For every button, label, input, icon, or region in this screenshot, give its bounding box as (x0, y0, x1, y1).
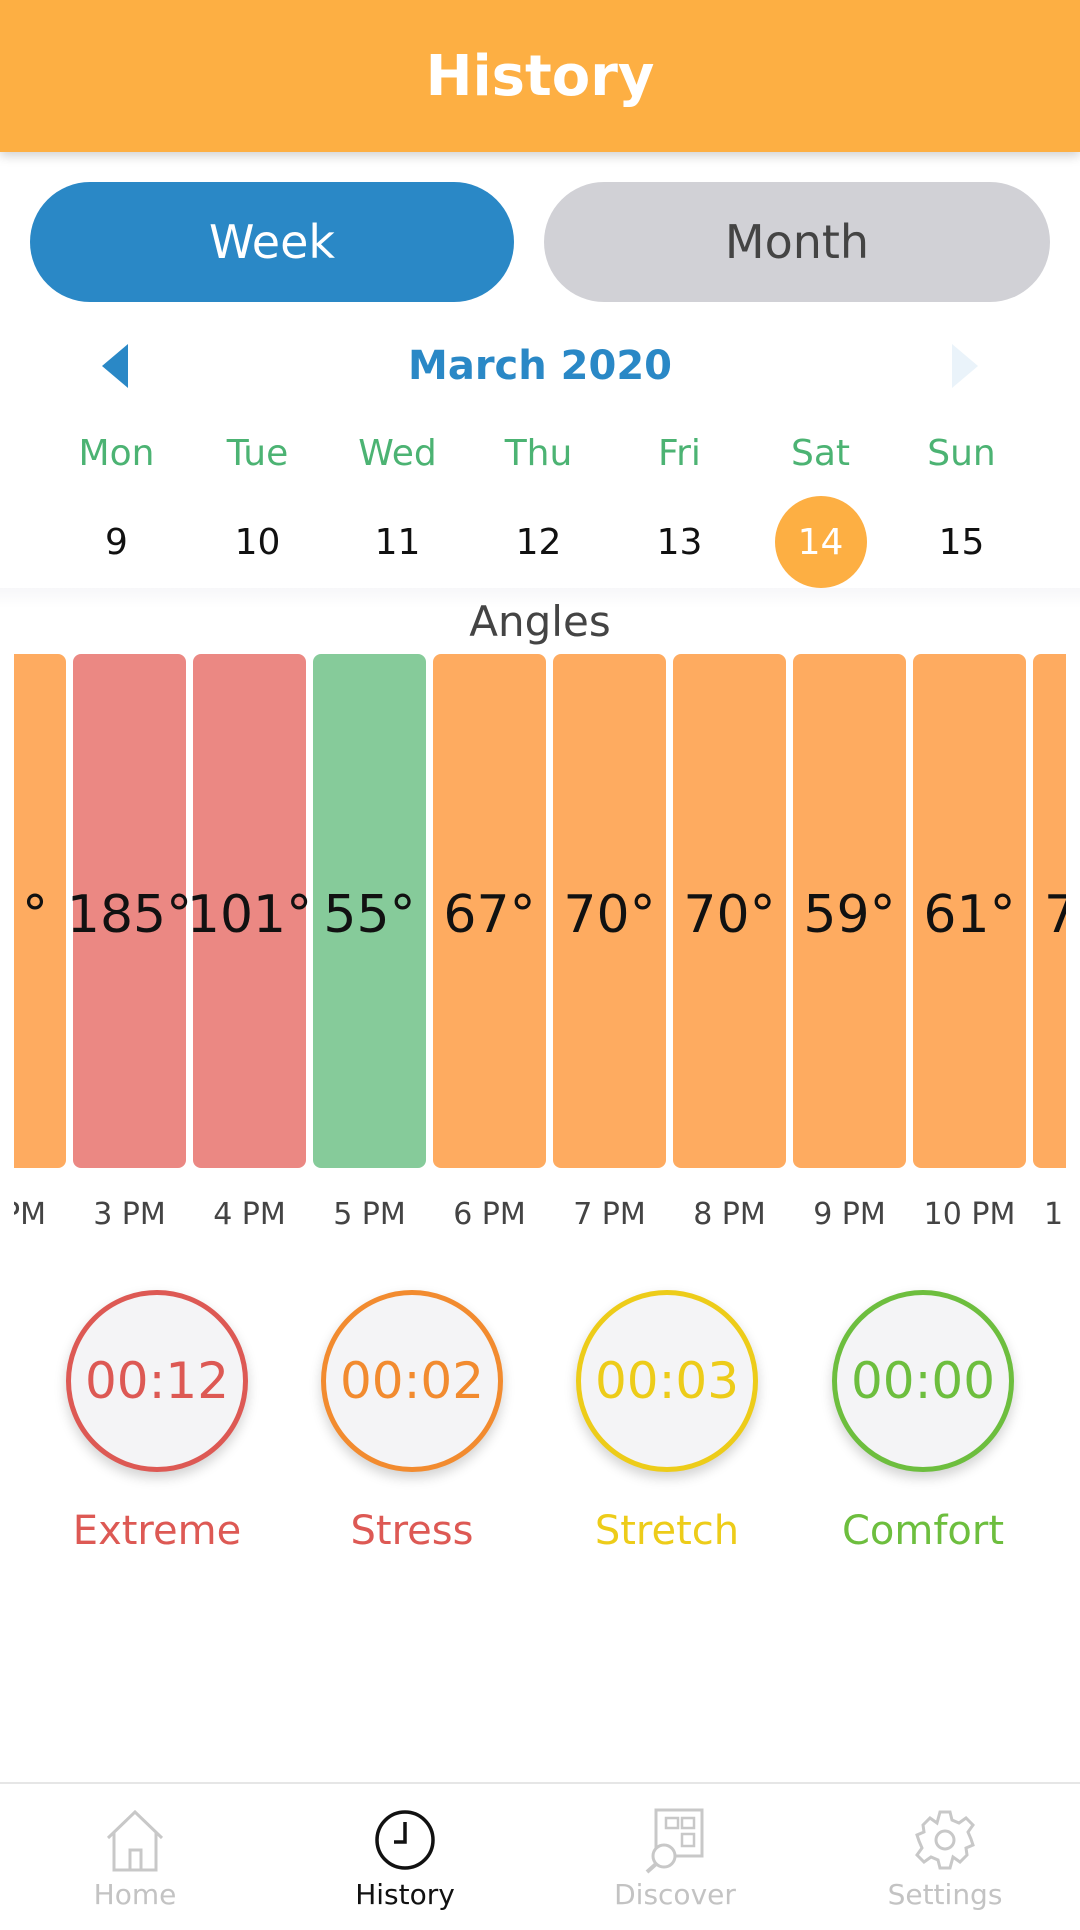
bottom-tab-bar: Home History Discover Settings (0, 1782, 1080, 1930)
extreme-timer: 00:12 (66, 1290, 248, 1472)
date-label: 14 (774, 496, 867, 588)
stress-label: Stress (350, 1508, 474, 1554)
gear-icon (915, 1810, 975, 1870)
bar-value-label: 70° (683, 885, 775, 945)
date-cell[interactable]: 9 (46, 496, 187, 588)
hour-tick-label: PM (2, 1197, 46, 1232)
angle-bar[interactable] (193, 654, 306, 1168)
hour-tick-label: 10 PM (924, 1197, 1016, 1232)
tab-label: History (355, 1878, 455, 1911)
hour-tick-label: 6 PM (453, 1197, 526, 1232)
bar-value-label: 7 (1044, 885, 1077, 945)
date-label: 13 (656, 521, 703, 563)
tab-label: Home (93, 1878, 177, 1911)
weekday-wed: Wed (358, 432, 437, 474)
hour-tick-label: 1 (1044, 1197, 1063, 1232)
chart-title: Angles (469, 597, 611, 646)
clock-icon (375, 1810, 435, 1870)
month-label: March 2020 (408, 343, 672, 389)
date-cell[interactable]: 12 (468, 496, 609, 588)
weekday-mon: Mon (78, 432, 155, 474)
tab-home[interactable]: Home (0, 1784, 270, 1930)
date-label: 15 (938, 521, 985, 563)
date-cell-selected[interactable]: 14 (750, 496, 891, 588)
month-toggle-button[interactable]: Month (544, 182, 1050, 302)
tab-settings[interactable]: Settings (810, 1784, 1080, 1930)
angle-bar[interactable] (793, 654, 906, 1168)
hour-tick-label: 3 PM (93, 1197, 166, 1232)
bar-value-label: 61° (923, 885, 1015, 945)
angle-bar[interactable] (0, 654, 66, 1168)
discover-icon (645, 1808, 704, 1874)
hour-tick-label: 5 PM (333, 1197, 406, 1232)
weekday-row: Mon Tue Wed Thu Fri Sat Sun (0, 428, 1080, 478)
extreme-label: Extreme (72, 1508, 242, 1554)
weekday-sun: Sun (927, 432, 996, 474)
stress-timer: 00:02 (321, 1290, 503, 1472)
weekday-thu: Thu (504, 432, 573, 474)
tab-discover[interactable]: Discover (540, 1784, 810, 1930)
angle-bar[interactable] (313, 654, 426, 1168)
date-label: 10 (234, 521, 281, 563)
posture-summary: 00:12 Extreme 00:02 Stress 00:03 Stretch… (0, 1290, 1080, 1570)
section-divider (0, 588, 1080, 608)
page-title: History (425, 43, 655, 109)
chevron-right-icon[interactable] (950, 342, 980, 390)
bar-value-label: 185° (67, 885, 192, 945)
hour-tick-label: 4 PM (213, 1197, 286, 1232)
angle-bar[interactable] (913, 654, 1026, 1168)
angle-bar[interactable] (553, 654, 666, 1168)
date-label: 9 (105, 521, 128, 563)
angle-bar[interactable] (1033, 654, 1080, 1168)
comfort-label: Comfort (841, 1508, 1005, 1554)
date-cell[interactable]: 15 (891, 496, 1032, 588)
weekday-fri: Fri (658, 432, 701, 474)
tab-label: Discover (614, 1878, 736, 1911)
bar-value-label: 70° (563, 885, 655, 945)
home-icon (106, 1809, 164, 1872)
angle-bar[interactable] (673, 654, 786, 1168)
hour-tick-label: 9 PM (813, 1197, 886, 1232)
bar-value-label: ° (22, 885, 48, 945)
weekday-tue: Tue (226, 432, 289, 474)
tab-label: Settings (887, 1878, 1003, 1911)
app-header: History (0, 0, 1080, 152)
tab-history[interactable]: History (270, 1784, 540, 1930)
bar-value-label: 67° (443, 885, 535, 945)
angle-bar[interactable] (73, 654, 186, 1168)
stretch-label: Stretch (594, 1508, 740, 1554)
bar-value-label: 101° (187, 885, 312, 945)
date-cell[interactable]: 11 (327, 496, 468, 588)
date-cell[interactable]: 10 (187, 496, 328, 588)
angle-bar[interactable] (433, 654, 546, 1168)
bar-value-label: 55° (323, 885, 415, 945)
stretch-timer: 00:03 (576, 1290, 758, 1472)
comfort-timer: 00:00 (832, 1290, 1014, 1472)
bar-value-label: 59° (803, 885, 895, 945)
weekday-sat: Sat (790, 432, 851, 474)
date-cell[interactable]: 13 (609, 496, 750, 588)
hour-tick-label: 7 PM (573, 1197, 646, 1232)
angle-bar-chart[interactable]: ° PM 185° 3 PM 101° 4 PM 55° 5 PM 67° 6 PM 70° 7 PM… (0, 640, 1080, 1240)
date-label: 12 (515, 521, 562, 563)
week-toggle-button[interactable]: Week (30, 182, 514, 302)
hour-tick-label: 8 PM (693, 1197, 766, 1232)
chevron-left-icon[interactable] (100, 342, 130, 390)
month-navigation: March 2020 (0, 335, 1080, 397)
date-row: 9 10 11 12 13 14 15 (0, 496, 1080, 588)
date-label: 11 (374, 521, 421, 563)
